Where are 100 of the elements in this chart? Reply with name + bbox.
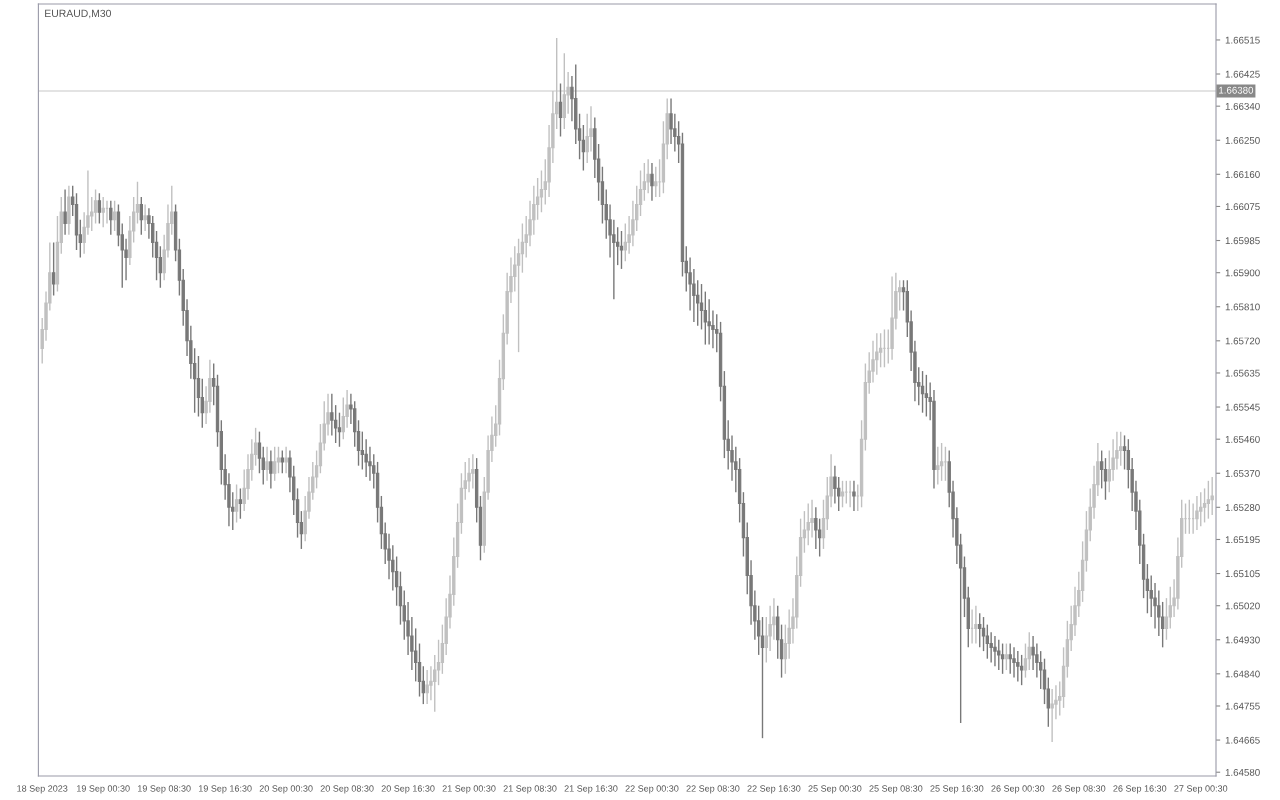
- candlestick: [1164, 597, 1169, 641]
- candlestick: [1008, 642, 1012, 675]
- candlestick: [196, 355, 201, 418]
- candlestick: [337, 412, 342, 448]
- x-tick-label: 20 Sep 16:30: [381, 785, 435, 794]
- x-tick-label: 22 Sep 08:30: [686, 785, 740, 794]
- candlestick: [852, 480, 856, 512]
- y-tick-label: 1.64930: [1225, 636, 1260, 644]
- x-tick-label: 25 Sep 08:30: [869, 785, 923, 794]
- candlestick: [1202, 487, 1207, 524]
- x-tick-label: 26 Sep 16:30: [1113, 785, 1167, 794]
- candlestick: [939, 442, 944, 482]
- candlestick: [269, 449, 273, 490]
- y-tick-label: 1.65195: [1225, 536, 1260, 544]
- candlestick: [234, 483, 239, 524]
- y-tick-label: 1.65985: [1225, 237, 1260, 245]
- candlestick: [1206, 480, 1211, 520]
- x-tick-label: 20 Sep 00:30: [259, 785, 313, 794]
- candlestick: [699, 283, 704, 331]
- candlestick: [1042, 657, 1047, 705]
- candlestick: [650, 162, 654, 202]
- y-tick-label: 1.64665: [1225, 736, 1260, 744]
- x-tick-label: 19 Sep 16:30: [198, 785, 252, 794]
- candlestick: [1119, 430, 1123, 467]
- candlestick: [238, 487, 243, 520]
- candlestick: [398, 570, 403, 626]
- candlestick: [109, 200, 113, 236]
- candlestick: [112, 200, 117, 232]
- candlestick: [1012, 646, 1016, 679]
- candlestick: [974, 605, 978, 645]
- candlestick: [978, 612, 982, 649]
- candlestick: [997, 639, 1001, 671]
- candlestick: [539, 169, 544, 213]
- x-tick-label: 20 Sep 08:30: [320, 785, 374, 794]
- y-tick-label: 1.66340: [1225, 102, 1260, 110]
- x-tick-label: 22 Sep 00:30: [625, 785, 679, 794]
- candlestick: [516, 237, 521, 353]
- candlestick: [821, 499, 826, 550]
- ref-line-label: 1.66380: [1219, 86, 1254, 94]
- y-tick-label: 1.64755: [1225, 702, 1260, 710]
- y-tick-label: 1.64580: [1225, 768, 1260, 776]
- candlestick: [101, 196, 105, 228]
- y-tick-label: 1.65460: [1225, 435, 1260, 443]
- candlestick: [436, 639, 441, 686]
- x-tick-label: 19 Sep 00:30: [77, 785, 130, 794]
- candlestick: [760, 616, 765, 739]
- x-tick-label: 21 Sep 00:30: [442, 785, 496, 794]
- candlestick: [1000, 642, 1005, 675]
- candlestick: [265, 446, 269, 482]
- y-tick-label: 1.66075: [1225, 203, 1260, 211]
- candlestick: [284, 446, 288, 474]
- y-tick-label: 1.65720: [1225, 337, 1260, 345]
- y-tick-label: 1.65810: [1225, 303, 1260, 311]
- x-tick-label: 21 Sep 16:30: [564, 785, 618, 794]
- candlestick: [1199, 491, 1203, 527]
- candlestick: [993, 635, 997, 667]
- candlestick: [425, 669, 429, 705]
- candlestick: [1023, 642, 1028, 679]
- x-tick-label: 25 Sep 16:30: [930, 785, 984, 794]
- x-tick-label: 22 Sep 16:30: [747, 785, 801, 794]
- y-tick-label: 1.64840: [1225, 670, 1260, 678]
- candlestick: [1019, 654, 1024, 686]
- candlestick: [116, 203, 121, 247]
- candlestick: [936, 446, 940, 486]
- candlestick: [280, 449, 285, 474]
- y-tick-label: 1.66425: [1225, 70, 1260, 78]
- y-tick-label: 1.65105: [1225, 570, 1260, 578]
- candlestick: [51, 241, 56, 297]
- y-tick-label: 1.65280: [1225, 504, 1260, 511]
- candlestick: [1050, 688, 1054, 743]
- chart-title: EURAUD,M30: [45, 9, 112, 19]
- y-tick-label: 1.66250: [1225, 136, 1260, 144]
- candlestick: [642, 162, 647, 202]
- candlestick: [272, 446, 277, 482]
- x-tick-label: 26 Sep 00:30: [991, 785, 1045, 794]
- y-tick-label: 1.65545: [1225, 403, 1260, 411]
- candlestick: [257, 430, 262, 474]
- candlestick: [417, 642, 422, 698]
- candlestick: [1004, 642, 1009, 671]
- y-tick-label: 1.65020: [1225, 602, 1260, 610]
- candlestick: [318, 423, 323, 474]
- candlestick: [1210, 476, 1214, 516]
- x-tick-label: 25 Sep 00:30: [808, 785, 862, 794]
- y-tick-label: 1.65635: [1225, 369, 1260, 377]
- candlestick: [1099, 449, 1104, 490]
- x-tick-label: 21 Sep 08:30: [503, 785, 557, 794]
- x-tick-label: 26 Sep 08:30: [1052, 785, 1106, 794]
- x-tick-label: 19 Sep 08:30: [138, 785, 191, 794]
- candlestick: [143, 203, 147, 232]
- candlestick: [985, 623, 990, 660]
- candlestick: [840, 480, 845, 509]
- candlestick: [703, 290, 708, 346]
- y-tick-label: 1.66515: [1225, 36, 1260, 44]
- candlestick: [471, 453, 475, 490]
- y-tick-label: 1.65900: [1225, 269, 1260, 277]
- y-tick-label: 1.66160: [1225, 171, 1260, 178]
- y-tick-label: 1.65370: [1225, 469, 1260, 477]
- candlestick: [619, 230, 624, 270]
- candlestick: [924, 374, 929, 418]
- candlestick: [97, 192, 102, 225]
